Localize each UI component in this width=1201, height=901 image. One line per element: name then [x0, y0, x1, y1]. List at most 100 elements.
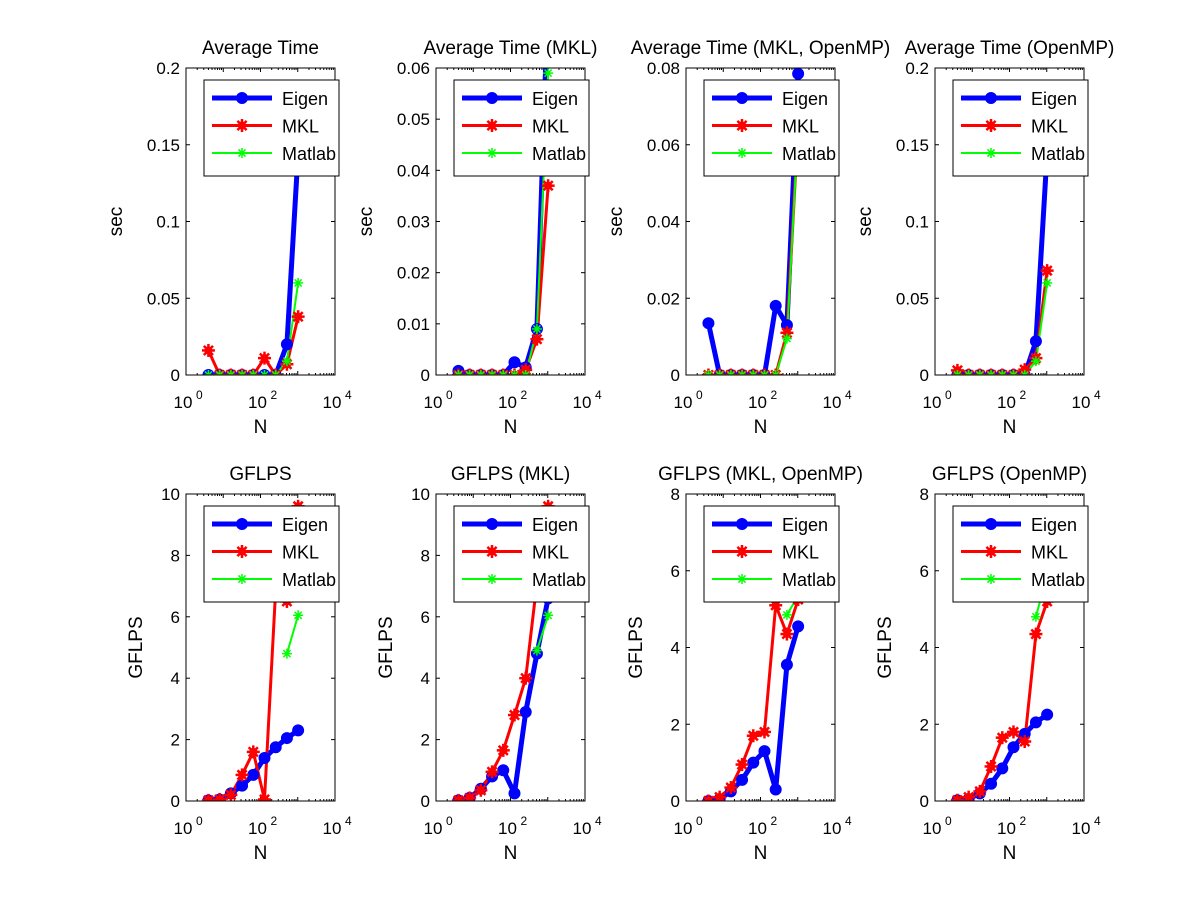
y-tick-label: 6 — [171, 608, 180, 627]
x-axis-label: N — [254, 843, 268, 864]
y-tick-label: 4 — [671, 639, 680, 658]
data-point — [973, 784, 987, 798]
legend-label: MKL — [782, 543, 819, 563]
x-tick-label: 10 4 — [323, 814, 352, 838]
y-tick-label: 8 — [421, 546, 430, 565]
data-point — [985, 777, 998, 790]
x-tick-exponent: 4 — [845, 814, 852, 828]
x-tick-exponent: 2 — [521, 388, 528, 402]
series-group — [201, 146, 305, 375]
data-point — [291, 310, 305, 324]
y-tick-label: 0 — [171, 792, 180, 811]
y-axis-label: sec — [855, 207, 876, 237]
x-tick-base: 10 — [674, 393, 693, 412]
y-tick-label: 0 — [920, 366, 929, 385]
y-tick-label: 0.15 — [147, 136, 180, 155]
data-point — [701, 794, 715, 801]
x-tick-base: 10 — [323, 819, 342, 838]
point-ray — [236, 769, 248, 781]
point-ray — [465, 370, 471, 375]
point-ray — [486, 120, 498, 131]
legend-label: Matlab — [532, 144, 586, 164]
point-ray — [726, 370, 732, 375]
chart-title: GFLPS (MKL) — [451, 464, 570, 485]
point-ray — [263, 370, 269, 375]
data-point — [487, 574, 497, 584]
data-point — [474, 783, 488, 797]
x-tick-exponent: 0 — [196, 388, 203, 402]
y-axis-label: GFLPS — [626, 616, 647, 678]
x-tick-base: 10 — [424, 393, 443, 412]
axes-box — [185, 67, 336, 376]
point-ray — [963, 791, 975, 801]
data-point — [985, 92, 997, 104]
data-point — [236, 92, 248, 104]
x-tick-exponent: 2 — [521, 814, 528, 828]
legend: Eigen MKL Matlab — [453, 505, 590, 603]
y-tick-label: 10 — [411, 485, 430, 504]
point-ray — [216, 793, 226, 801]
series-line — [458, 185, 550, 375]
point-ray — [781, 628, 793, 640]
point-ray — [510, 370, 516, 375]
point-ray — [229, 370, 235, 375]
data-point — [485, 545, 499, 558]
y-tick-label: 0.01 — [397, 315, 430, 334]
legend-label: Matlab — [1031, 570, 1085, 590]
y-tick-label: 0.05 — [397, 110, 430, 129]
point-ray — [774, 370, 780, 375]
data-point — [770, 370, 781, 375]
point-ray — [985, 120, 997, 131]
legend-item: Eigen — [712, 515, 828, 535]
point-ray — [520, 672, 532, 684]
point-ray — [714, 791, 726, 801]
point-ray — [292, 311, 304, 323]
point-ray — [707, 370, 713, 375]
x-axis-label: N — [504, 417, 518, 438]
data-point — [292, 724, 305, 737]
data-point — [487, 148, 497, 158]
y-tick-label: 6 — [920, 562, 929, 581]
x-tick-base: 10 — [1072, 393, 1091, 412]
data-point — [225, 370, 236, 375]
y-tick-label: 0.1 — [905, 213, 929, 232]
y-tick-label: 0 — [671, 792, 680, 811]
point-ray — [513, 370, 519, 375]
point-ray — [956, 370, 962, 375]
data-point — [508, 356, 521, 369]
point-ray — [237, 148, 247, 158]
point-ray — [987, 370, 993, 375]
legend-item: MKL — [212, 543, 319, 563]
legend-label: Eigen — [1031, 515, 1077, 535]
series-line — [705, 73, 801, 375]
point-ray — [218, 370, 224, 375]
x-tick-exponent: 0 — [196, 814, 203, 828]
data-point — [293, 610, 304, 621]
axes-box — [435, 493, 586, 802]
legend-label: Eigen — [532, 515, 578, 535]
y-tick-label: 0 — [421, 792, 430, 811]
legend-label: MKL — [532, 117, 569, 137]
point-ray — [1030, 628, 1042, 640]
point-ray — [749, 370, 755, 375]
data-point — [1008, 370, 1019, 375]
y-tick-label: 10 — [161, 485, 180, 504]
y-tick-label: 2 — [920, 715, 929, 734]
legend-label: Eigen — [782, 515, 828, 535]
chart-title: Average Time (MKL) — [424, 38, 598, 59]
point-ray — [782, 334, 791, 343]
x-axis-label: N — [1003, 417, 1017, 438]
data-point — [201, 793, 215, 801]
x-tick-label: 10 4 — [573, 814, 602, 838]
point-ray — [715, 370, 721, 375]
legend-item: MKL — [462, 117, 569, 137]
x-tick-label: 10 2 — [748, 388, 777, 412]
point-ray — [247, 746, 259, 758]
data-point — [451, 793, 465, 801]
data-point — [724, 781, 738, 795]
x-tick-base: 10 — [923, 393, 942, 412]
y-tick-label: 4 — [171, 669, 180, 688]
